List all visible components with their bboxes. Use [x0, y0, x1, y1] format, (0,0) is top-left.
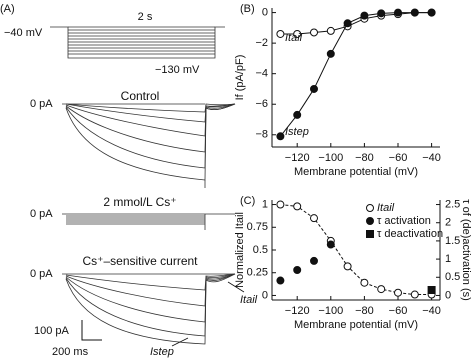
tail-annotation: Itail — [240, 294, 258, 306]
point — [326, 26, 335, 35]
point — [276, 132, 285, 141]
x-tick-label: −100 — [318, 305, 343, 317]
x-tick-label: −80 — [355, 305, 374, 317]
x-tick-label: −60 — [389, 152, 408, 164]
point — [427, 286, 436, 294]
x-tick-label: −100 — [318, 152, 343, 164]
point — [276, 200, 285, 209]
y2-tick-label: 1 — [445, 253, 451, 265]
y-tick-label: 0 — [262, 289, 268, 301]
point — [394, 8, 402, 17]
point — [310, 214, 318, 223]
series-annotation: Itail — [285, 32, 303, 44]
point — [343, 19, 352, 28]
zero-label: 0 pA — [30, 268, 53, 280]
y-tick-label: −2 — [255, 37, 268, 49]
point — [293, 29, 302, 38]
point — [310, 28, 318, 37]
recording-title: Cs⁺–sensitive current — [82, 254, 198, 268]
y-tick-label: 0.5 — [253, 244, 268, 256]
y-tick-label: −6 — [255, 98, 268, 110]
duration-label: 2 s — [138, 11, 153, 23]
x-axis-label: Membrane potential (mV) — [294, 166, 418, 178]
point — [293, 202, 302, 211]
x-tick-label: −60 — [389, 305, 408, 317]
panel-label: (C) — [240, 195, 255, 207]
point — [343, 262, 352, 271]
series-line — [280, 12, 432, 137]
scale-current: 100 pA — [34, 325, 70, 337]
legend-label: Itail — [377, 202, 395, 214]
scale-time: 200 ms — [52, 346, 89, 358]
y-tick-label: −4 — [255, 68, 268, 80]
point — [293, 266, 302, 274]
point — [276, 29, 285, 38]
y-tick-label: 0.25 — [247, 267, 268, 279]
legend-label: τ deactivation — [377, 228, 443, 240]
point — [410, 8, 419, 17]
series-line — [280, 204, 432, 296]
legend-marker — [366, 230, 374, 238]
y-axis-label: Normalized Itail — [234, 212, 246, 288]
x-tick-label: −40 — [422, 305, 441, 317]
point — [293, 110, 302, 119]
y-tick-label: −8 — [255, 129, 268, 141]
panel-label: (B) — [240, 3, 255, 15]
y-tick-label: 1 — [262, 198, 268, 210]
point — [326, 240, 335, 249]
y-tick-label: 0.75 — [247, 221, 268, 233]
legend-marker — [366, 217, 374, 225]
x-tick-label: −120 — [285, 305, 310, 317]
point — [310, 256, 318, 265]
y2-tick-label: 1.5 — [445, 235, 460, 247]
point — [377, 285, 386, 294]
x-tick-label: −80 — [355, 152, 374, 164]
control-traces — [62, 103, 236, 188]
x-axis-label: Membrane potential (mV) — [294, 319, 418, 331]
point — [326, 49, 335, 58]
point — [360, 11, 369, 20]
cs-traces — [62, 213, 235, 230]
recording-title: Control — [121, 89, 160, 103]
point — [310, 84, 318, 93]
protocol — [50, 26, 225, 59]
point — [276, 276, 285, 285]
y-axis-label: If (pA/pF) — [234, 55, 246, 101]
point — [377, 9, 386, 18]
x-tick-label: −120 — [285, 152, 310, 164]
step-annotation: Istep — [150, 346, 174, 358]
x-tick-label: −40 — [422, 152, 441, 164]
point — [394, 288, 402, 297]
point — [410, 290, 419, 299]
y2-axis-label: τ of (de)activation (s) — [460, 199, 472, 301]
zero-label: 0 pA — [30, 98, 53, 110]
series-annotation: Istep — [285, 126, 309, 138]
point — [360, 278, 369, 287]
recording-title: 2 mmol/L Cs⁺ — [103, 195, 176, 209]
y-tick-label: 0 — [262, 6, 268, 18]
series-line — [280, 12, 432, 35]
hold-label: −40 mV — [4, 27, 43, 39]
zero-label: 0 pA — [30, 208, 53, 220]
sensitive-traces — [62, 273, 245, 347]
y2-tick-label: 0 — [445, 289, 451, 301]
panel-label: (A) — [0, 3, 15, 15]
y2-tick-label: 2 — [445, 217, 451, 229]
y2-tick-label: 0.5 — [445, 271, 460, 283]
y2-tick-label: 2.5 — [445, 198, 460, 210]
legend-label: τ activation — [377, 215, 431, 227]
step-label: −130 mV — [155, 64, 200, 76]
point — [427, 8, 436, 17]
legend-marker — [366, 204, 374, 212]
